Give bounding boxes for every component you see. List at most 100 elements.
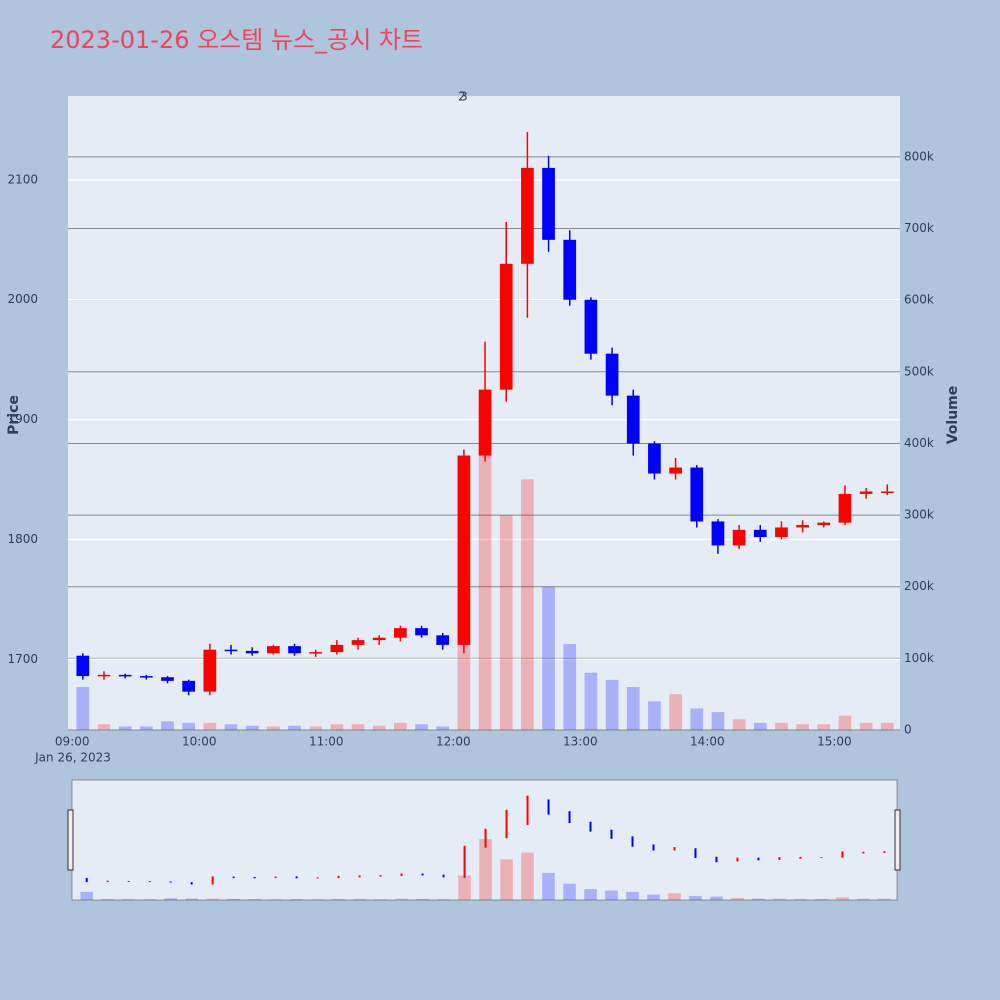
volume-bar (97, 724, 111, 730)
slider-volume-bar (479, 838, 492, 900)
y2-tick-label: 400k (904, 436, 934, 450)
slider-volume-bar (752, 898, 765, 900)
y2-tick-label: 200k (904, 579, 934, 593)
y-tick-label: 1700 (7, 652, 38, 666)
volume-bar (690, 708, 704, 730)
x-tick-label: 12:00 (436, 735, 471, 749)
candle-body (542, 167, 555, 240)
y-tick-label: 1900 (7, 412, 38, 426)
candle-body (415, 628, 428, 636)
candle-body (648, 443, 661, 474)
candle-body (499, 263, 513, 390)
candle-body (139, 676, 153, 678)
chart-title: 2023-01-26 오스템 뉴스_공시 차트 (50, 26, 423, 54)
slider-volume-bar (395, 898, 408, 900)
candle-body (394, 628, 407, 638)
candle-body (288, 646, 301, 654)
volume-bar (732, 719, 746, 730)
slider-volume-bar (332, 898, 345, 900)
volume-bar (139, 726, 153, 730)
slider-volume-bar (416, 898, 429, 900)
candle-body (351, 640, 365, 645)
candle-body (605, 353, 619, 396)
slider-volume-bar (227, 898, 240, 900)
slider-volume-bar (563, 883, 576, 900)
volume-bar (436, 726, 450, 730)
candle-body (309, 652, 323, 654)
slider-volume-bar (731, 897, 744, 900)
slider-volume-bar (164, 898, 177, 900)
slider-volume-bar (857, 898, 870, 900)
range-handle[interactable] (67, 809, 74, 871)
candle-body (711, 521, 725, 546)
volume-bar (669, 694, 682, 730)
x-tick-label: 11:00 (309, 735, 344, 749)
x-tick-label: 10:00 (182, 735, 217, 749)
volume-bar (372, 725, 386, 730)
volume-bar (394, 722, 407, 730)
volume-bar (245, 725, 259, 730)
candle-body (859, 491, 873, 494)
candle-body (182, 680, 196, 692)
slider-volume-bar (521, 852, 534, 900)
volume-bar (648, 701, 661, 730)
candle-body (775, 527, 788, 538)
candle-body (203, 649, 217, 692)
volume-bar (626, 687, 640, 730)
y2-tick-label: 600k (904, 293, 934, 307)
candle-body (626, 395, 640, 444)
candle-body (880, 491, 894, 494)
candle-body (436, 635, 450, 645)
volume-bar (521, 479, 534, 730)
candle-body (267, 646, 280, 654)
volume-bar (859, 722, 873, 730)
candle-body (478, 389, 492, 456)
volume-bar (838, 715, 852, 730)
slider-volume-bar (101, 898, 114, 900)
slider-volume-bar (584, 889, 597, 900)
candle-body (732, 529, 746, 546)
volume-bar (584, 672, 598, 730)
candle-body (76, 655, 90, 677)
candle-body (584, 299, 598, 354)
x-tick-label: 09:00 (55, 735, 90, 749)
y-tick-label: 2100 (7, 172, 38, 186)
y2-axis-title: Volume (945, 386, 961, 445)
slider-volume-bar (80, 891, 93, 900)
volume-bar (118, 726, 132, 730)
y2-tick-label: 500k (904, 364, 934, 378)
volume-bar (330, 724, 344, 730)
slider-volume-bar (269, 899, 282, 900)
candle-body (457, 455, 471, 645)
candle-body (796, 525, 809, 528)
range-slider[interactable] (71, 779, 898, 901)
volume-bar (415, 724, 428, 730)
y2-tick-label: 800k (904, 149, 934, 163)
candle-body (669, 467, 682, 474)
slider-volume-bar (143, 899, 156, 900)
candle-body (330, 644, 344, 653)
volume-bar (76, 687, 90, 730)
slider-volume-bar (248, 899, 261, 900)
candle-body (245, 650, 259, 654)
y2-tick-label: 0 (904, 723, 912, 737)
volume-bar (880, 722, 894, 730)
candle-body (97, 674, 111, 677)
slider-volume-bar (542, 872, 555, 900)
annotation: 2 (458, 90, 466, 104)
y2-tick-label: 700k (904, 221, 934, 235)
volume-bar (796, 724, 809, 730)
y-tick-label: 2000 (7, 292, 38, 306)
candle-body (118, 674, 132, 677)
volume-bar (288, 725, 301, 730)
volume-bar (224, 724, 238, 730)
slider-volume-bar (668, 893, 681, 900)
slider-volume-bar (374, 899, 387, 900)
x-tick-label: 13:00 (563, 735, 598, 749)
volume-bar (309, 726, 323, 730)
slider-volume-bar (290, 899, 303, 900)
slider-volume-bar (458, 875, 471, 900)
range-handle[interactable] (894, 809, 901, 871)
candle-body (521, 167, 534, 264)
